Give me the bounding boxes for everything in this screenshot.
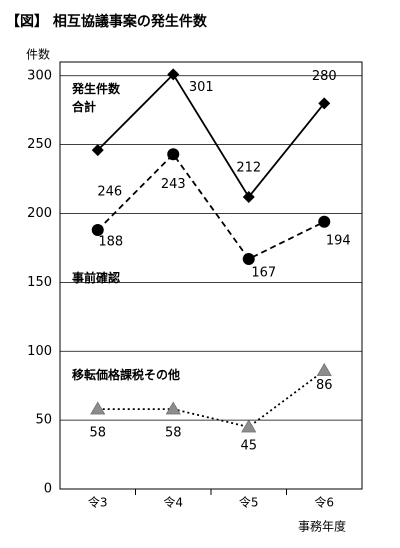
diamond-marker [91, 144, 104, 157]
y-tick-label: 0 [44, 482, 52, 497]
circle-marker [91, 224, 104, 237]
value-label: 280 [312, 69, 337, 84]
triangle-marker [316, 362, 332, 376]
y-axis-label: 件数 [26, 47, 50, 62]
value-label: 301 [189, 80, 214, 95]
series-label: 事前確認 [72, 271, 121, 285]
y-tick-label: 150 [27, 275, 52, 290]
value-label: 58 [89, 426, 106, 441]
y-tick-label: 50 [35, 413, 52, 428]
diamond-marker [242, 190, 255, 203]
x-tick-label: 令6 [314, 495, 334, 510]
y-tick-label: 200 [27, 206, 52, 221]
diamond-marker [167, 68, 180, 81]
circle-marker [167, 148, 180, 161]
value-label: 58 [165, 426, 182, 441]
x-tick-label: 令5 [239, 495, 259, 510]
value-label: 167 [251, 265, 276, 280]
value-label: 45 [240, 439, 257, 454]
x-tick-label: 令4 [163, 495, 183, 510]
value-label: 188 [98, 235, 123, 250]
series-label: 移転価格課税その他 [72, 368, 181, 382]
value-label: 194 [326, 233, 351, 248]
x-axis-label: 事務年度 [298, 519, 346, 534]
value-label: 246 [97, 185, 122, 200]
triangle-marker [241, 419, 257, 433]
chart-title: 【図】 相互協議事案の発生件数 [6, 13, 208, 30]
y-tick-label: 250 [27, 137, 52, 152]
value-label: 86 [316, 378, 333, 393]
y-tick-label: 300 [27, 68, 52, 83]
value-label: 243 [161, 177, 186, 192]
series-line [97, 369, 325, 428]
triangle-marker [165, 401, 181, 415]
diamond-marker [318, 97, 331, 110]
circle-marker [318, 215, 331, 228]
circle-marker [242, 252, 255, 265]
series-line [97, 72, 325, 199]
triangle-marker [90, 401, 106, 415]
series-line [97, 152, 325, 261]
x-tick-label: 令3 [88, 495, 108, 510]
series-label: 発生件数 合計 [72, 82, 121, 114]
value-label: 212 [236, 160, 261, 175]
y-tick-label: 100 [27, 344, 52, 359]
